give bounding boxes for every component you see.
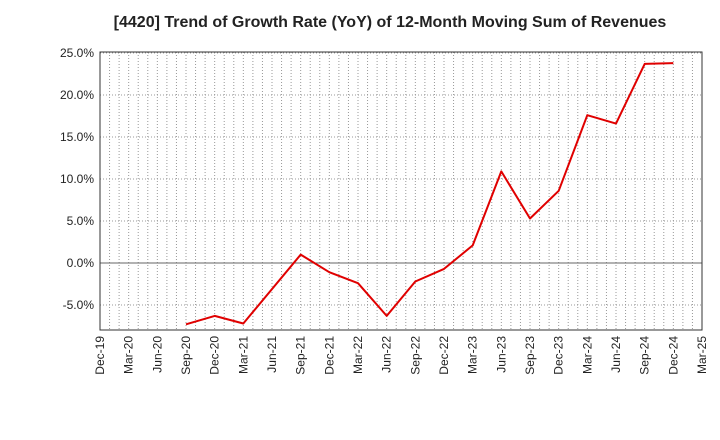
- x-tick-label: Jun-20: [150, 336, 164, 373]
- x-tick-label: Mar-23: [466, 336, 480, 374]
- series-line: [185, 62, 674, 326]
- x-tick-label: Dec-20: [208, 336, 222, 375]
- y-tick-label: 10.0%: [60, 172, 94, 186]
- horizontal-grid: [100, 52, 702, 306]
- chart-title: [4420] Trend of Growth Rate (YoY) of 12-…: [113, 14, 667, 31]
- plot-background: [100, 52, 702, 330]
- x-tick-label: Sep-22: [408, 336, 422, 375]
- x-tick-label: Jun-24: [609, 336, 623, 373]
- y-tick-label: 25.0%: [60, 46, 94, 60]
- x-tick-label: Sep-21: [294, 336, 308, 375]
- x-tick-label: Dec-23: [552, 336, 566, 375]
- x-tick-label: Dec-19: [93, 336, 107, 375]
- vertical-grid: [109, 52, 693, 330]
- x-tick-label: Dec-24: [666, 336, 680, 375]
- y-axis-ticks: 25.0% 20.0% 15.0% 10.0% 5.0% 0.0% -5.0%: [60, 46, 94, 312]
- x-tick-label: Mar-22: [351, 336, 365, 374]
- y-tick-label: 0.0%: [67, 256, 95, 270]
- x-tick-label: Mar-24: [580, 336, 594, 374]
- x-tick-label: Mar-25: [695, 336, 709, 374]
- x-tick-label: Sep-24: [638, 336, 652, 375]
- y-tick-label: 15.0%: [60, 130, 94, 144]
- y-tick-label: -5.0%: [63, 298, 95, 312]
- x-tick-label: Dec-22: [437, 336, 451, 375]
- x-tick-label: Jun-23: [494, 336, 508, 373]
- plot-frame: [99, 51, 703, 331]
- x-tick-label: Jun-22: [380, 336, 394, 373]
- x-tick-label: Mar-21: [236, 336, 250, 374]
- x-axis-ticks: Dec-19 Mar-20 Jun-20 Sep-20 Dec-20 Mar-21 Jun-…: [93, 336, 709, 375]
- x-tick-label: Dec-21: [322, 336, 336, 375]
- x-tick-label: Sep-23: [523, 336, 537, 375]
- y-tick-label: 20.0%: [60, 88, 94, 102]
- x-tick-label: Mar-20: [122, 336, 136, 374]
- x-tick-label: Sep-20: [179, 336, 193, 375]
- x-tick-label: Jun-21: [265, 336, 279, 373]
- y-tick-label: 5.0%: [67, 214, 95, 228]
